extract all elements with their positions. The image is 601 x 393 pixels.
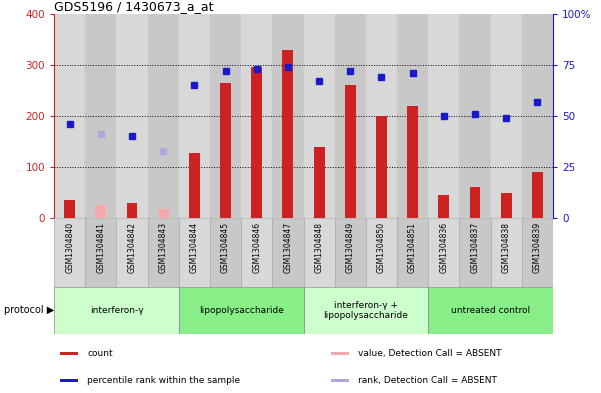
Bar [60, 352, 78, 355]
Bar [304, 14, 335, 218]
Bar [532, 172, 543, 218]
Bar [189, 153, 200, 218]
Bar [148, 14, 179, 218]
Text: GSM1304845: GSM1304845 [221, 222, 230, 273]
Bar [407, 106, 418, 218]
Bar [179, 287, 304, 334]
Text: GSM1304851: GSM1304851 [408, 222, 417, 273]
Bar [335, 218, 366, 287]
Bar [522, 14, 553, 218]
Bar [331, 379, 349, 382]
Text: interferon-γ: interferon-γ [90, 306, 143, 315]
Text: protocol ▶: protocol ▶ [4, 305, 54, 316]
Bar [459, 14, 490, 218]
Bar [366, 218, 397, 287]
Bar [490, 218, 522, 287]
Bar [85, 14, 117, 218]
Text: GSM1304846: GSM1304846 [252, 222, 261, 273]
Bar [522, 218, 553, 287]
Bar [117, 14, 148, 218]
Bar [459, 218, 490, 287]
Bar [490, 14, 522, 218]
Bar [429, 218, 459, 287]
Bar [60, 379, 78, 382]
Bar [366, 14, 397, 218]
Text: GSM1304847: GSM1304847 [284, 222, 293, 273]
Bar [54, 14, 85, 218]
Bar [210, 218, 241, 287]
Bar [85, 218, 117, 287]
Text: GDS5196 / 1430673_a_at: GDS5196 / 1430673_a_at [54, 0, 213, 13]
Bar [54, 218, 85, 287]
Bar [314, 147, 325, 218]
Bar [429, 14, 459, 218]
Bar [54, 287, 179, 334]
Text: GSM1304843: GSM1304843 [159, 222, 168, 273]
Bar [220, 83, 231, 218]
Bar [127, 203, 138, 218]
Text: GSM1304850: GSM1304850 [377, 222, 386, 273]
Bar [376, 116, 387, 218]
Bar [345, 85, 356, 218]
Text: GSM1304848: GSM1304848 [314, 222, 323, 273]
Bar [64, 200, 75, 218]
Bar [241, 218, 272, 287]
Text: GSM1304837: GSM1304837 [471, 222, 480, 273]
Bar [272, 218, 304, 287]
Bar [241, 14, 272, 218]
Bar [429, 287, 553, 334]
Text: lipopolysaccharide: lipopolysaccharide [199, 306, 284, 315]
Bar [304, 218, 335, 287]
Bar [148, 218, 179, 287]
Bar [335, 14, 366, 218]
Text: value, Detection Call = ABSENT: value, Detection Call = ABSENT [358, 349, 501, 358]
Bar [210, 14, 241, 218]
Text: percentile rank within the sample: percentile rank within the sample [87, 376, 240, 385]
Bar [331, 352, 349, 355]
Text: GSM1304842: GSM1304842 [127, 222, 136, 273]
Text: GSM1304849: GSM1304849 [346, 222, 355, 273]
Bar [272, 14, 304, 218]
Text: GSM1304844: GSM1304844 [190, 222, 199, 273]
Bar [469, 187, 480, 218]
Text: GSM1304836: GSM1304836 [439, 222, 448, 273]
Bar [397, 218, 429, 287]
Bar [179, 14, 210, 218]
Bar [397, 14, 429, 218]
Bar [117, 218, 148, 287]
Bar [96, 205, 106, 218]
Text: rank, Detection Call = ABSENT: rank, Detection Call = ABSENT [358, 376, 496, 385]
Text: untreated control: untreated control [451, 306, 530, 315]
Bar [304, 287, 429, 334]
Text: GSM1304839: GSM1304839 [533, 222, 542, 273]
Bar [438, 195, 450, 218]
Text: GSM1304840: GSM1304840 [65, 222, 74, 273]
Text: interferon-γ +
lipopolysaccharide: interferon-γ + lipopolysaccharide [323, 301, 408, 320]
Bar [251, 67, 262, 218]
Text: GSM1304838: GSM1304838 [502, 222, 511, 273]
Bar [501, 193, 511, 218]
Text: count: count [87, 349, 113, 358]
Text: GSM1304841: GSM1304841 [96, 222, 105, 273]
Bar [157, 209, 169, 218]
Bar [179, 218, 210, 287]
Bar [282, 50, 293, 218]
